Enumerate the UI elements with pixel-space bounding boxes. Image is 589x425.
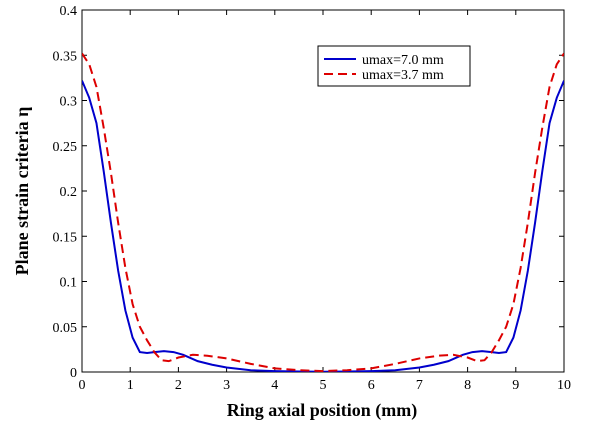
x-tick-label: 3 — [223, 378, 230, 393]
x-tick-label: 0 — [79, 378, 86, 393]
x-axis: 0 1 2 3 4 5 6 7 8 9 10 — [79, 10, 571, 393]
legend-label-2: umax=3.7 mm — [362, 68, 444, 83]
y-tick-label: 0.25 — [53, 140, 78, 155]
series-line-1 — [82, 80, 564, 372]
legend-label-1: umax=7.0 mm — [362, 53, 444, 68]
x-tick-label: 9 — [512, 378, 519, 393]
y-tick-label: 0.4 — [60, 4, 78, 19]
y-axis: 0 0.05 0.1 0.15 0.2 0.25 0.3 0.35 0.4 — [53, 4, 564, 381]
x-tick-label: 10 — [557, 378, 571, 393]
y-tick-label: 0.2 — [60, 185, 78, 200]
x-tick-label: 7 — [416, 378, 423, 393]
x-tick-label: 6 — [368, 378, 375, 393]
y-tick-label: 0.15 — [53, 230, 78, 245]
x-tick-label: 4 — [271, 378, 278, 393]
y-tick-label: 0.1 — [60, 276, 78, 291]
y-tick-label: 0.35 — [53, 49, 78, 64]
y-tick-label: 0 — [70, 366, 77, 381]
legend-box — [317, 45, 471, 87]
y-tick-label: 0.3 — [60, 95, 78, 110]
series-layer — [82, 52, 564, 372]
series-line-2 — [82, 52, 564, 372]
x-axis-title: Ring axial position (mm) — [227, 400, 418, 421]
x-tick-label: 1 — [127, 378, 134, 393]
x-tick-label: 8 — [464, 378, 471, 393]
y-tick-label: 0.05 — [53, 321, 78, 336]
x-tick-label: 5 — [320, 378, 327, 393]
y-axis-title: Plane strain criteria η — [12, 107, 32, 276]
x-tick-label: 2 — [175, 378, 182, 393]
